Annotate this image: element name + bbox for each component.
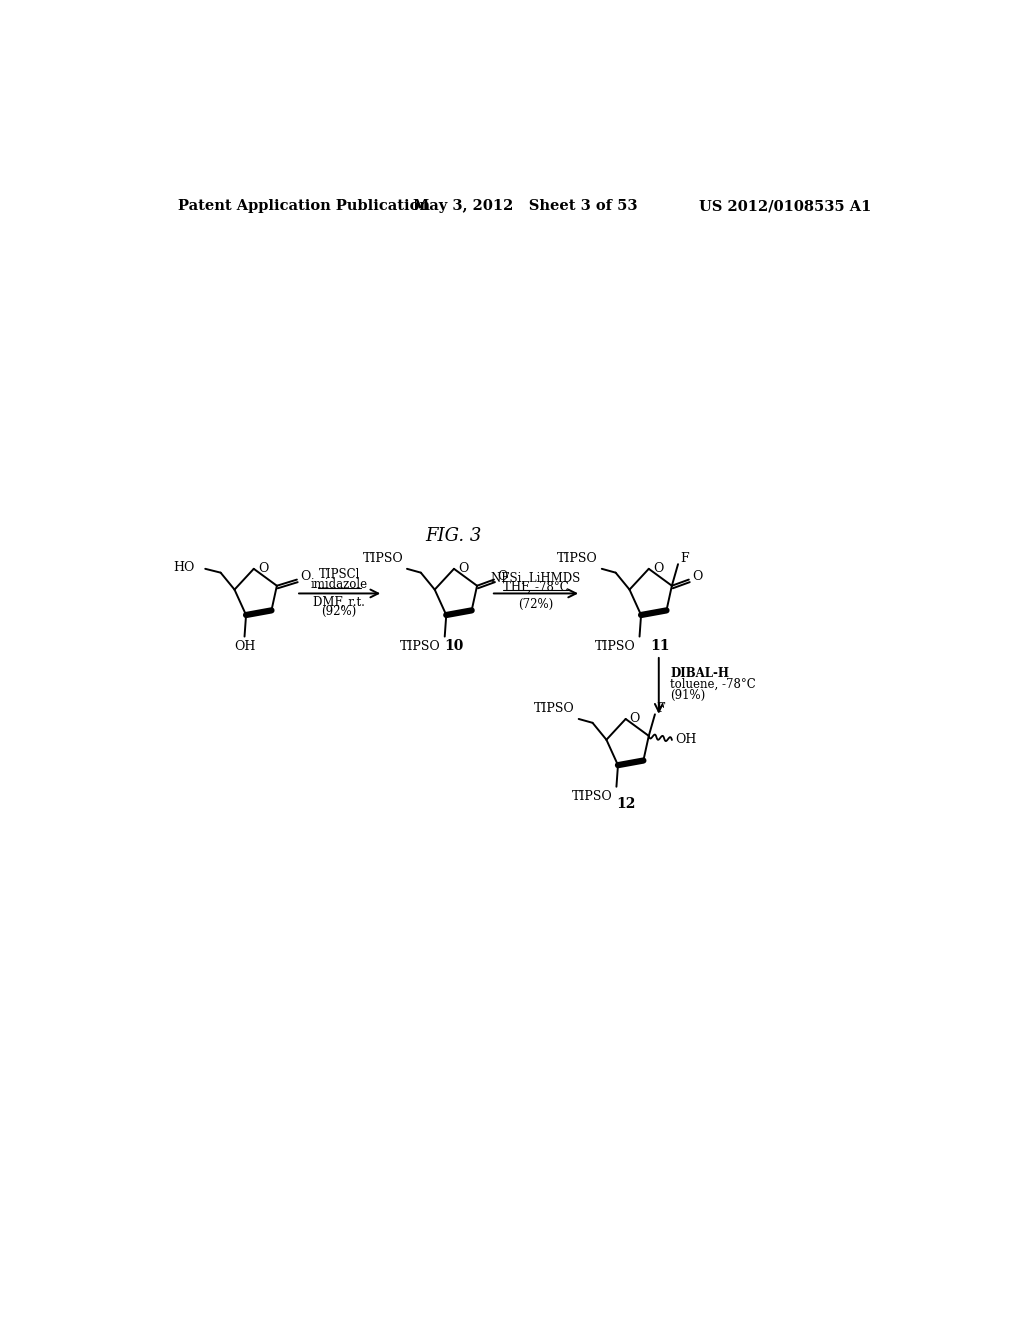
- Text: 11: 11: [650, 639, 670, 653]
- Text: TIPSO: TIPSO: [557, 552, 598, 565]
- Text: TIPSO: TIPSO: [400, 640, 441, 653]
- Text: US 2012/0108535 A1: US 2012/0108535 A1: [699, 199, 871, 213]
- Text: TIPSO: TIPSO: [535, 702, 574, 715]
- Text: (72%): (72%): [518, 598, 553, 611]
- Text: THF, -78°C: THF, -78°C: [503, 581, 568, 594]
- Text: (92%): (92%): [322, 605, 356, 618]
- Text: DMF, r.t.: DMF, r.t.: [313, 595, 366, 609]
- Text: OH: OH: [675, 733, 696, 746]
- Text: O: O: [630, 713, 640, 726]
- Text: DIBAL-H: DIBAL-H: [671, 667, 729, 680]
- Text: 10: 10: [444, 639, 464, 653]
- Text: HO: HO: [173, 561, 195, 574]
- Text: Patent Application Publication: Patent Application Publication: [178, 199, 430, 213]
- Text: May 3, 2012   Sheet 3 of 53: May 3, 2012 Sheet 3 of 53: [413, 199, 637, 213]
- Text: OH: OH: [233, 640, 255, 653]
- Text: TIPSCl: TIPSCl: [318, 569, 359, 582]
- Text: TIPSO: TIPSO: [571, 791, 612, 804]
- Text: O: O: [300, 570, 310, 583]
- Text: O: O: [692, 570, 702, 583]
- Text: O: O: [498, 570, 508, 583]
- Text: imidazole: imidazole: [310, 578, 368, 591]
- Text: TIPSO: TIPSO: [595, 640, 636, 653]
- Text: O: O: [258, 562, 268, 576]
- Text: (91%): (91%): [671, 689, 706, 702]
- Text: F: F: [680, 552, 688, 565]
- Text: F: F: [656, 702, 666, 714]
- Text: O: O: [458, 562, 468, 576]
- Text: TIPSO: TIPSO: [362, 552, 403, 565]
- Text: 12: 12: [616, 797, 635, 810]
- Text: O: O: [653, 562, 664, 576]
- Text: FIG. 3: FIG. 3: [426, 527, 482, 545]
- Text: NFSi, LiHMDS: NFSi, LiHMDS: [490, 572, 581, 585]
- Text: toluene, -78°C: toluene, -78°C: [671, 677, 756, 690]
